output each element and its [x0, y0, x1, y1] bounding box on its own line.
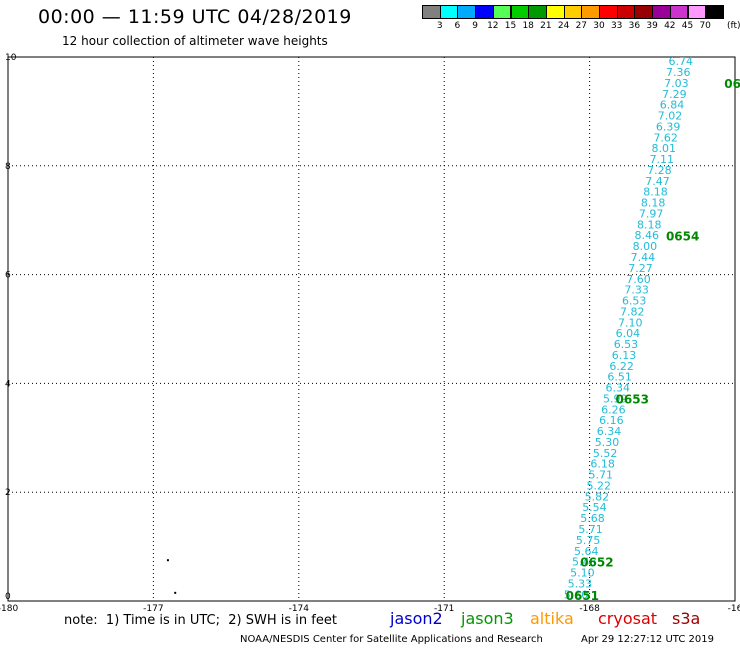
colorbar-label: 36: [628, 21, 641, 31]
wave-height-label: 7.33: [624, 284, 649, 297]
wave-height-label: 6.53: [614, 338, 639, 351]
satellite-jason2: jason2: [390, 609, 443, 628]
wave-height-label: 7.62: [653, 131, 678, 144]
wave-height-label: 7.28: [647, 164, 672, 177]
wave-height-label: 6.34: [597, 425, 622, 438]
data-point: [174, 591, 177, 594]
y-tick-label: 6: [5, 271, 11, 281]
colorbar-label: 42: [664, 21, 676, 31]
colorbar-swatch: [705, 5, 724, 19]
wave-height-label: 5.52: [593, 447, 618, 460]
x-tick-label: -168: [579, 604, 600, 614]
wave-height-label: 8.18: [641, 197, 666, 210]
time-label: 0652: [580, 556, 613, 570]
wave-height-label: 7.27: [628, 262, 653, 275]
wave-height-label: 6.26: [601, 403, 626, 416]
wave-height-label: 7.03: [664, 77, 689, 90]
colorbar-label: 21: [540, 21, 552, 31]
wave-height-label: 7.47: [645, 175, 670, 188]
colorbar-label: 12: [487, 21, 499, 31]
x-tick-label: -177: [143, 604, 163, 614]
satellite-jason3: jason3: [461, 609, 514, 628]
credit-text: NOAA/NESDIS Center for Satellite Applica…: [240, 634, 543, 645]
wave-height-label: 6.39: [656, 120, 681, 133]
wave-height-label: 6.84: [660, 99, 685, 112]
y-tick-label: 4: [5, 379, 11, 389]
y-tick-label: 8: [5, 162, 11, 172]
wave-height-label: 6.04: [616, 327, 641, 340]
wave-height-label: 7.60: [626, 273, 651, 286]
wave-height-label: 6.34: [605, 382, 630, 395]
wave-height-label: 6.22: [609, 360, 634, 373]
colorbar-label: 27: [575, 21, 588, 31]
wave-height-label: 5.82: [585, 490, 610, 503]
wave-height-label: 7.44: [631, 251, 656, 264]
colorbar-label: 6: [454, 21, 461, 31]
wave-height-label: 6.13: [612, 349, 637, 362]
wave-height-label: 5.54: [582, 501, 607, 514]
wave-height-label: 8.00: [633, 240, 658, 253]
wave-height-label: 8.18: [637, 218, 662, 231]
wave-height-label: 5.60: [564, 588, 589, 601]
wave-height-label: 8.18: [643, 186, 668, 199]
time-label: 0654: [666, 229, 699, 243]
wave-height-label: 5.75: [576, 534, 601, 547]
plot-frame: [7, 56, 736, 602]
time-label: 0653: [616, 393, 649, 407]
data-point: [166, 559, 169, 562]
x-tick-label: -180: [0, 604, 18, 614]
wave-height-label: 5.33: [568, 577, 593, 590]
wave-height-label: 5.22: [587, 479, 612, 492]
wave-height-label: 5.48: [572, 556, 597, 569]
chart-subtitle: 12 hour collection of altimeter wave hei…: [62, 34, 328, 48]
wave-height-label: 7.36: [666, 66, 691, 79]
wave-height-label: 5.99: [603, 392, 628, 405]
wave-height-label: 7.02: [658, 110, 683, 123]
time-label: 06: [724, 77, 740, 91]
wave-height-label: 6.53: [622, 295, 647, 308]
colorbar-unit: (ft): [727, 21, 740, 31]
y-tick-label: 2: [5, 488, 11, 498]
wave-height-label: 7.29: [662, 88, 687, 101]
wave-height-label: 5.10: [570, 567, 595, 580]
satellite-s3a: s3a: [672, 609, 701, 628]
colorbar-label: 15: [504, 21, 517, 31]
wave-height-label: 5.71: [588, 469, 613, 482]
wave-height-label: 5.30: [595, 436, 620, 449]
y-tick-label: 10: [5, 53, 17, 63]
colorbar-label: 70: [699, 21, 711, 31]
units-note: note: 1) Time is in UTC; 2) SWH is in fe…: [64, 613, 337, 628]
wave-height-label: 8.01: [652, 142, 677, 155]
colorbar-label: 3: [436, 21, 443, 31]
wave-height-label: 7.82: [620, 305, 645, 318]
colorbar-label: 9: [472, 21, 478, 31]
colorbar-label: 30: [593, 21, 605, 31]
colorbar-label: 18: [522, 21, 534, 31]
generated-timestamp: Apr 29 12:27:12 UTC 2019: [581, 634, 714, 645]
time-label: 0651: [566, 589, 599, 603]
wave-height-label: 6.18: [590, 458, 615, 471]
wave-height-label: 7.10: [618, 316, 643, 329]
colorbar-label: 33: [610, 21, 623, 31]
wave-height-label: 5.71: [578, 523, 603, 536]
wave-height-label: 7.11: [650, 153, 675, 166]
wave-height-label: 5.68: [580, 512, 605, 525]
x-tick-label: -171: [434, 604, 454, 614]
wave-height-label: 7.97: [639, 207, 664, 220]
y-tick-label: 0: [5, 592, 11, 602]
colorbar-label: 45: [681, 21, 694, 31]
x-tick-label: -16: [728, 604, 740, 614]
satellite-altika: altika: [530, 609, 574, 628]
wave-height-label: 6.16: [599, 414, 624, 427]
wave-height-label: 5.64: [574, 545, 599, 558]
chart-title: 00:00 — 11:59 UTC 04/28/2019: [38, 6, 352, 28]
colorbar-label: 24: [557, 21, 570, 31]
satellite-cryosat: cryosat: [598, 609, 658, 628]
wave-height-label: 6.74: [668, 55, 693, 68]
x-tick-label: -174: [289, 604, 310, 614]
wave-height-label: 6.51: [607, 371, 632, 384]
wave-height-label: 8.46: [635, 229, 660, 242]
colorbar-label: 39: [646, 21, 658, 31]
